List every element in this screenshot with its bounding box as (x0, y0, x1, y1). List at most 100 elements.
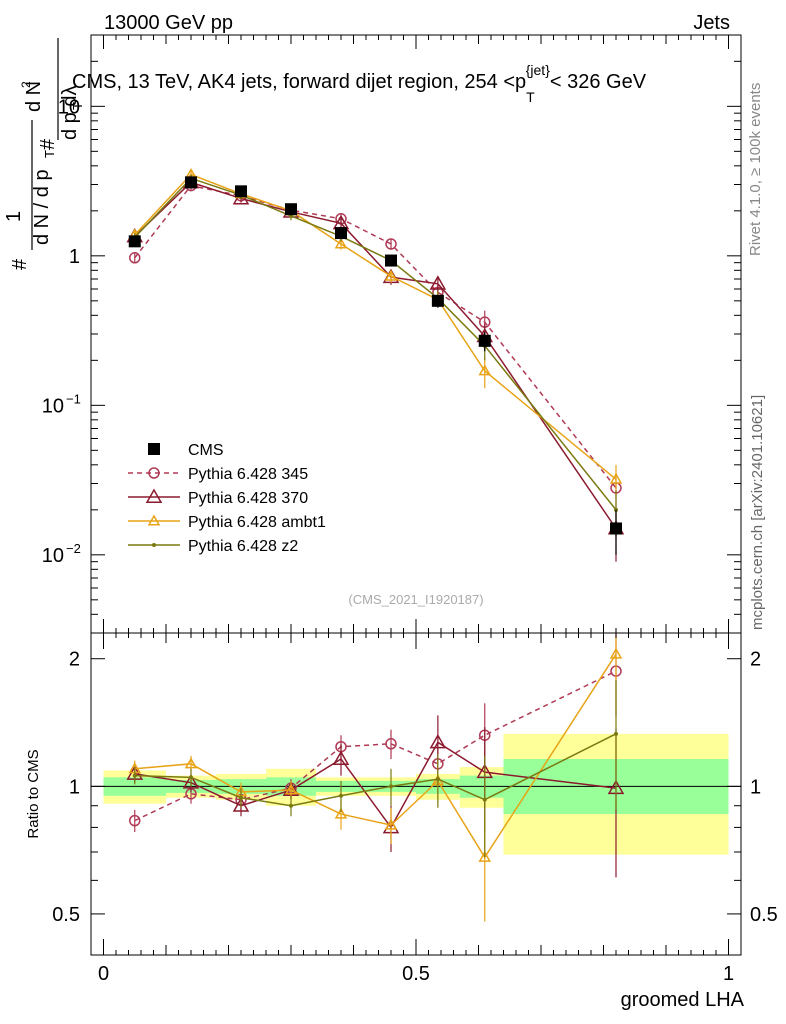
source-label: mcplots.cern.ch [arXiv:2401.10621] (749, 395, 766, 630)
series-cms (128, 176, 622, 555)
ratio-point (384, 818, 398, 830)
ratio-uncertainty-bands (103, 733, 729, 855)
ratio-y-tick-label-left: 2 (69, 649, 80, 671)
legend-marker (152, 543, 156, 547)
main-y-axis-label: # 1 d N / d p T # d N 2 d p dλ T (3, 38, 85, 270)
legend-marker (148, 467, 160, 479)
ratio-point (389, 784, 393, 789)
main-y-tick-label: 10 (42, 395, 64, 417)
ratio-y-tick-labels: 0.5 0.5 1 1 2 2 (52, 649, 778, 926)
y-label-power: 2 (19, 81, 33, 88)
analysis-watermark: (CMS_2021_I1920187) (348, 592, 483, 607)
data-point (478, 364, 492, 376)
main-y-tick-exponent: −2 (66, 541, 81, 556)
legend-label: CMS (188, 442, 224, 459)
data-point (431, 294, 444, 307)
x-tick-label: 0 (98, 963, 109, 985)
y-label-one: 1 (3, 211, 25, 222)
x-axis-label: groomed LHA (621, 989, 745, 1011)
legend: CMS Pythia 6.428 345 Pythia 6.428 370 Pythi… (128, 442, 326, 555)
data-point (185, 176, 197, 189)
rivet-version-label: Rivet 4.1.0, ≥ 100k events (747, 83, 764, 256)
main-y-tick-exponent: −1 (66, 391, 81, 406)
ratio-point (339, 793, 343, 798)
ratio-point (385, 738, 397, 750)
y-label-dn-dpt: d N / d p (31, 169, 53, 245)
ratio-point (435, 777, 440, 782)
ratio-plot-panel: 0.5 0.5 1 1 2 2 0 0.5 1 Ratio to CMS groomed LH… (25, 632, 778, 1011)
data-point (609, 472, 623, 484)
process-label: Jets (693, 12, 730, 34)
ratio-x-tick-labels: 0 0.5 1 (98, 963, 734, 985)
ratio-point (184, 757, 198, 769)
ratio-y-tick-label-right: 2 (750, 649, 761, 671)
ratio-point (289, 803, 293, 808)
ratio-point (614, 731, 618, 736)
legend-entry: Pythia 6.428 z2 (128, 538, 298, 555)
ratio-y-axis-label: Ratio to CMS (25, 749, 42, 838)
data-point (384, 269, 398, 281)
data-point (335, 227, 347, 240)
legend-label: Pythia 6.428 370 (188, 490, 308, 507)
ratio-point (182, 774, 200, 789)
data-point (129, 252, 141, 264)
ratio-point (429, 733, 447, 749)
y-label-d2n: d N (23, 81, 45, 112)
ratio-y-tick-label-left: 0.5 (52, 904, 80, 926)
y-label-dpt-dl: d p dλ (59, 86, 81, 140)
main-y-tick-label: 10 (42, 545, 64, 567)
ratio-y-tick-label-right: 1 (750, 776, 761, 798)
series-line (134, 177, 617, 511)
main-axis-ticks (91, 34, 741, 634)
ratio-y-tick-label-right: 0.5 (750, 904, 778, 926)
series-pythia-6-428-z2 (132, 174, 618, 538)
ratio-point (189, 775, 193, 780)
data-point (385, 254, 397, 267)
x-tick-label: 0.5 (402, 963, 430, 985)
ratio-point (239, 795, 243, 800)
data-point (285, 203, 297, 216)
legend-entry: Pythia 6.428 370 (128, 488, 308, 507)
ratio-point (284, 783, 298, 795)
energy-label: 13000 GeV pp (104, 12, 233, 34)
ratio-point (129, 814, 141, 827)
legend-entry: Pythia 6.428 ambt1 (128, 514, 326, 531)
legend-entry: CMS (148, 442, 224, 459)
main-y-tick-label: 1 (69, 246, 80, 268)
ratio-point (232, 797, 250, 812)
data-point (385, 238, 397, 250)
ratio-point (334, 807, 348, 819)
ratio-point (132, 773, 137, 778)
data-point (610, 522, 622, 535)
legend-label: Pythia 6.428 ambt1 (188, 514, 326, 531)
legend-marker (145, 488, 163, 503)
data-point (235, 185, 247, 198)
series-line (134, 173, 617, 480)
ratio-series-group (126, 633, 625, 922)
data-point (334, 237, 348, 249)
ratio-point (609, 647, 623, 659)
legend-marker (147, 514, 161, 526)
ratio-point (482, 797, 487, 802)
y-label-t-sub: T (42, 150, 57, 158)
main-series-group (126, 167, 625, 562)
ratio-point (332, 750, 350, 766)
legend-label: Pythia 6.428 z2 (188, 538, 298, 555)
legend-label: Pythia 6.428 345 (188, 466, 308, 483)
x-tick-label: 1 (723, 963, 734, 985)
ratio-series-pythia-6-428-z2 (132, 680, 618, 858)
main-y-tick-label: 10 (58, 96, 80, 118)
data-point (128, 235, 141, 248)
legend-marker (148, 443, 160, 455)
ratio-point (478, 850, 492, 862)
legend-entry: Pythia 6.428 345 (128, 466, 308, 483)
y-label-t-sub-2: T (70, 102, 85, 110)
plot-title: CMS, 13 TeV, AK4 jets, forward dijet reg… (72, 62, 647, 105)
y-label-numerator-hash: # (9, 258, 31, 270)
data-point (478, 334, 491, 347)
ratio-axis-ticks (91, 633, 741, 956)
data-point (429, 275, 447, 290)
